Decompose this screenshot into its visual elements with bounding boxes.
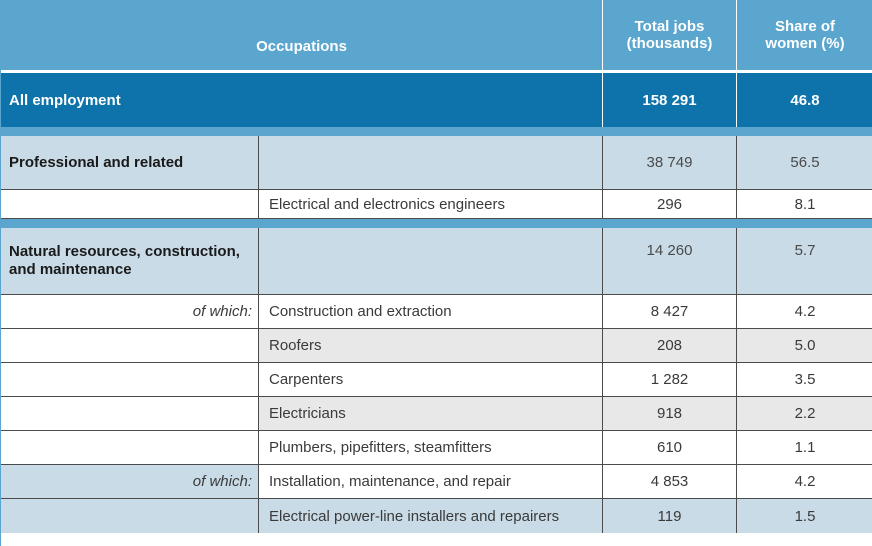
- total-jobs: 296: [603, 190, 737, 218]
- empty-cell: [1, 397, 259, 430]
- share-women: 8.1: [794, 195, 816, 213]
- table-row: Electrical power-line installers and rep…: [1, 499, 872, 533]
- occupation-name: Carpenters: [259, 363, 603, 396]
- share-women: 5.0: [794, 337, 816, 354]
- occupation-name: Construction and extraction: [259, 295, 603, 328]
- table-row: Electrical and electronics engineers 296…: [1, 190, 872, 219]
- header-occupations: Occupations: [1, 0, 603, 70]
- occupation-name: Roofers: [259, 329, 603, 362]
- of-which-label: of which:: [1, 465, 259, 498]
- total-jobs: 1 282: [603, 363, 737, 396]
- share-women: 4.2: [794, 473, 816, 490]
- header-share-women: Share of women (%): [765, 18, 845, 52]
- occupation-name: Electrical and electronics engineers: [259, 190, 603, 218]
- all-employment-total: 158 291: [603, 73, 737, 127]
- divider: [1, 127, 872, 136]
- share-women: 3.5: [794, 371, 816, 388]
- share-women: 4.2: [794, 303, 816, 320]
- professional-label: Professional and related: [1, 136, 259, 189]
- empty-cell: [1, 499, 259, 533]
- table-header: Occupations Total jobs (thousands) Share…: [1, 0, 872, 70]
- empty-cell: [1, 363, 259, 396]
- total-jobs: 610: [603, 431, 737, 464]
- occupation-name: Plumbers, pipefitters, steamfitters: [259, 431, 603, 464]
- table-row: Electricians 918 2.2: [1, 397, 872, 431]
- all-employment-row: All employment 158 291 46.8: [1, 73, 872, 127]
- professional-share: 56.5: [790, 154, 820, 171]
- total-jobs: 208: [603, 329, 737, 362]
- table-row: of which: Construction and extraction 8 …: [1, 295, 872, 329]
- header-total-jobs: Total jobs (thousands): [603, 0, 737, 70]
- total-jobs: 119: [603, 499, 737, 533]
- all-employment-label: All employment: [1, 73, 603, 127]
- occupation-name: Electrical power-line installers and rep…: [259, 499, 603, 533]
- divider: [1, 219, 872, 228]
- table-row: Roofers 208 5.0: [1, 329, 872, 363]
- all-employment-share: 46.8: [790, 91, 820, 109]
- occupation-name: Electricians: [259, 397, 603, 430]
- professional-row: Professional and related 38 749 56.5: [1, 136, 872, 190]
- table-row: Carpenters 1 282 3.5: [1, 363, 872, 397]
- professional-total: 38 749: [603, 136, 737, 189]
- natural-resources-share: 5.7: [794, 242, 816, 259]
- empty-cell: [259, 228, 603, 294]
- share-women: 1.1: [794, 439, 816, 456]
- natural-resources-total: 14 260: [603, 228, 737, 294]
- total-jobs: 8 427: [603, 295, 737, 328]
- empty-cell: [259, 136, 603, 189]
- empty-cell: [1, 190, 259, 218]
- natural-resources-label: Natural resources, construction, and mai…: [1, 228, 259, 294]
- divider: [1, 70, 872, 73]
- table-row: of which: Installation, maintenance, and…: [1, 465, 872, 499]
- occupation-name: Installation, maintenance, and repair: [259, 465, 603, 498]
- table-row: Plumbers, pipefitters, steamfitters 610 …: [1, 431, 872, 465]
- empty-cell: [1, 329, 259, 362]
- natural-resources-row: Natural resources, construction, and mai…: [1, 228, 872, 295]
- empty-cell: [1, 431, 259, 464]
- share-women: 1.5: [794, 507, 816, 525]
- share-women: 2.2: [794, 405, 816, 422]
- of-which-label: of which:: [1, 295, 259, 328]
- total-jobs: 4 853: [603, 465, 737, 498]
- total-jobs: 918: [603, 397, 737, 430]
